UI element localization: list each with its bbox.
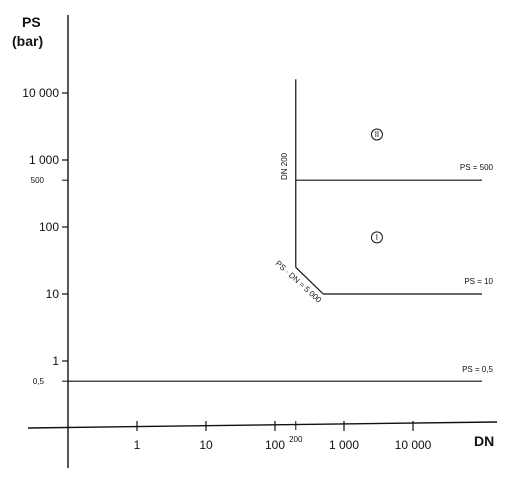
- y-tick-label: 10: [46, 287, 60, 301]
- x-tick-label: 1 000: [329, 438, 359, 452]
- line-label-dn-200: DN 200: [280, 152, 289, 180]
- y-axis-title-line2: (bar): [12, 33, 43, 49]
- y-tick-label: 10 000: [22, 86, 59, 100]
- chart-regions: III: [370, 128, 383, 244]
- chart-line: [295, 266, 324, 295]
- x-tick-label: 10 000: [395, 438, 432, 452]
- x-tick-label: 200: [289, 435, 303, 444]
- y-tick-label: 100: [39, 220, 59, 234]
- y-tick-label: 500: [31, 176, 45, 185]
- line-label-ps-0-5: PS = 0,5: [462, 365, 493, 374]
- x-tick-label: 10: [199, 438, 213, 452]
- line-label-ps-dn-5000: PS · DN = 5 000: [274, 259, 324, 305]
- y-tick-label: 1 000: [29, 153, 59, 167]
- y-axis-title-line1: PS: [22, 14, 41, 30]
- y-tick-label: 1: [52, 354, 59, 368]
- region-label: II: [375, 130, 379, 139]
- region-label: I: [376, 233, 378, 242]
- x-tick-label: 100: [265, 438, 285, 452]
- x-axis: [27, 421, 498, 429]
- region-marker: [370, 128, 383, 141]
- chart-lines: PS = 0,5 PS = 10 PS = 500 DN 200 PS · DN = 5…: [68, 79, 494, 382]
- line-label-ps-500: PS = 500: [460, 163, 494, 172]
- x-axis-title: DN: [474, 433, 494, 449]
- axis-ticks: 1 10 100 1 000 10 000 0,5 500 1 10 100 1 000 10 000…: [22, 86, 431, 452]
- y-tick-label: 0,5: [33, 377, 45, 386]
- x-tick-label: 1: [134, 438, 141, 452]
- line-label-ps-10: PS = 10: [464, 277, 493, 286]
- region-marker: [370, 231, 383, 244]
